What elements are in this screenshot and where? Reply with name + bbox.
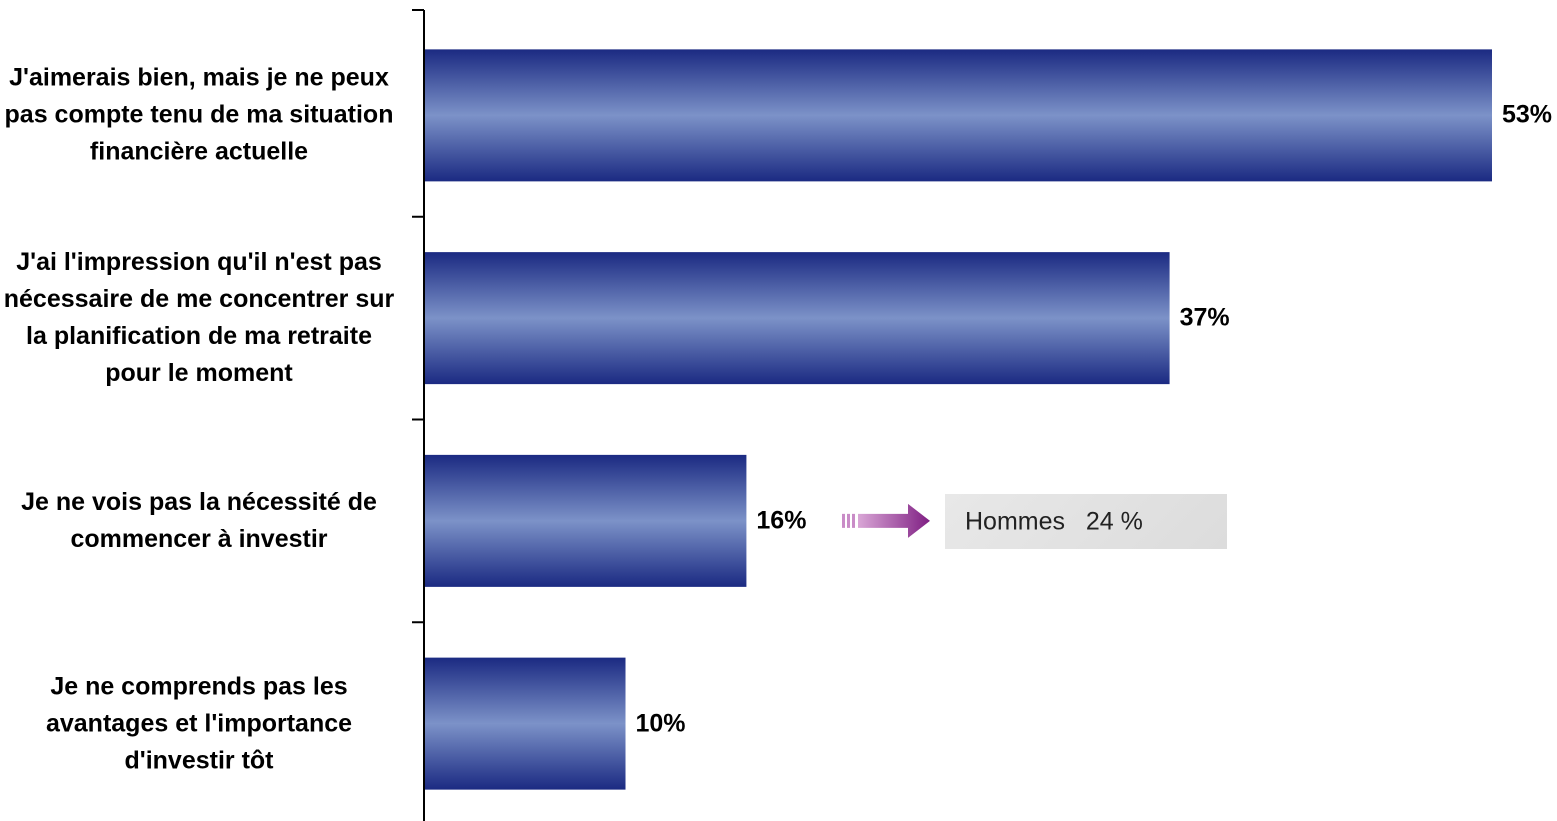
category-label-1: J'ai l'impression qu'il n'est pas nécess… <box>3 248 395 388</box>
bars-layer <box>424 49 1492 790</box>
category-label-3: Je ne comprends pas les avantages et l'i… <box>45 672 353 775</box>
value-label-0: 53% <box>1502 100 1553 129</box>
callout-box: Hommes 24 % <box>945 494 1227 549</box>
bar-1 <box>424 252 1170 385</box>
y-axis <box>412 9 425 821</box>
category-label-2: Je ne vois pas la nécessité de commencer… <box>21 487 377 553</box>
category-label-0: J'aimerais bien, mais je ne peux pas com… <box>4 63 394 166</box>
arrow-stripe-1 <box>847 513 850 528</box>
annotation-layer <box>842 503 930 538</box>
callout-text: Hommes 24 % <box>965 507 1143 535</box>
bar-0 <box>424 49 1492 182</box>
value-label-1: 37% <box>1179 303 1230 332</box>
arrow-stripe-2 <box>852 513 855 528</box>
value-label-3: 10% <box>635 709 686 738</box>
callout-arrow-icon <box>842 503 930 538</box>
value-label-2: 16% <box>756 506 807 535</box>
bar-3 <box>424 657 626 790</box>
bar-2 <box>424 454 747 587</box>
arrow-body <box>858 503 930 538</box>
arrow-stripe-0 <box>842 513 845 528</box>
